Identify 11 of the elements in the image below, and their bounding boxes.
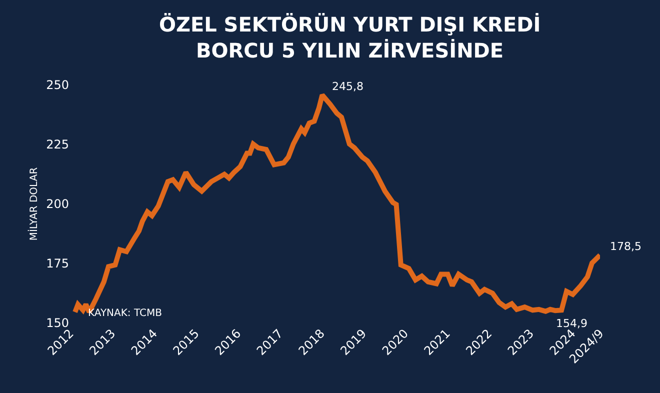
y-axis-title: MİLYAR DOLAR bbox=[27, 167, 40, 241]
y-tick-label: 250 bbox=[46, 78, 69, 92]
y-tick-label: 175 bbox=[46, 256, 69, 271]
annotation: 245,8 bbox=[332, 80, 364, 93]
y-tick-label: 200 bbox=[46, 197, 69, 212]
annotation: KAYNAK: TCMB bbox=[88, 308, 162, 319]
y-tick-label: 225 bbox=[46, 138, 69, 152]
annotation: 178,5 bbox=[610, 240, 642, 253]
chart-title: ÖZEL SEKTÖRÜN YURT DIŞI KREDİ BORCU 5 YILIN ZİRVESİNDE bbox=[158, 12, 541, 62]
annotation: 154,9 bbox=[556, 317, 588, 330]
y-tick-label: 150 bbox=[46, 316, 69, 330]
